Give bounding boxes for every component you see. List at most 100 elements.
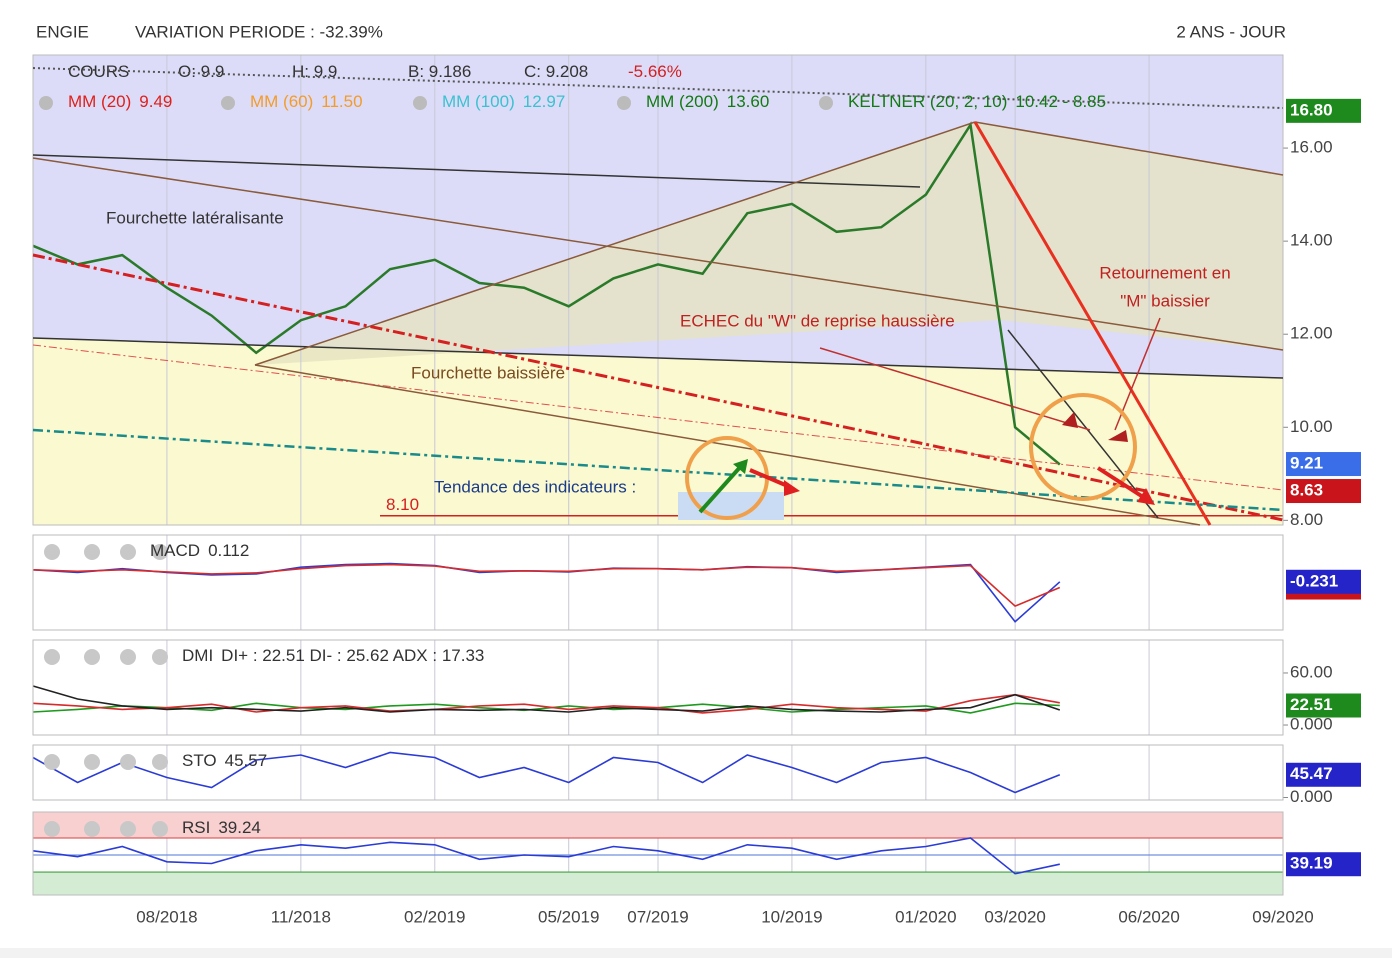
panel-title: STO [182,751,217,770]
trendline [1007,329,1159,519]
panel-icon [44,821,60,837]
ohlc-value: C: 9.208 [524,62,588,81]
annotation: ECHEC du "W" de reprise haussière [680,311,955,330]
panel-frame [32,54,1284,526]
annotation: "M" baissier [1120,291,1210,310]
panel-icon [44,544,60,560]
symbol: ENGIE [36,22,89,41]
price-badge [1286,569,1361,594]
panel-value: DI+ : 22.51 DI- : 25.62 ADX : 17.33 [221,646,484,665]
x-tick-label: 09/2020 [1252,907,1313,926]
legend-value: 9.49 [139,92,172,111]
y-tick-label: 14.00 [1290,231,1333,250]
legend-value: 13.60 [727,92,770,111]
x-tick-label: 01/2020 [895,907,956,926]
trendline [254,121,976,366]
legend-entry: MM (100) 12.97 [442,92,565,111]
price-badge [1286,762,1361,787]
legend-icon [413,96,427,110]
panel-icon [120,544,136,560]
legend-name: MM (20) [68,92,131,111]
panel-icon [84,754,100,770]
x-tick-label: 05/2019 [538,907,599,926]
series-line [32,693,1060,714]
legend-value: 12.97 [523,92,566,111]
oversold-zone [33,872,1283,895]
legend-entry: MM (200) 13.60 [646,92,769,111]
y-tick-label: 0.000 [1290,715,1333,734]
x-tick-label: 10/2019 [761,907,822,926]
panel-icon [152,821,168,837]
price-badge-label: 22.51 [1290,695,1333,714]
panel-icon [44,649,60,665]
legend-entry: KELTNER (20, 2, 10) 10.42 - 8.85 [848,92,1106,111]
ohlc-row: COURS O: 9.9 H: 9.9 B: 9.186 C: 9.208 -5.66% [68,62,682,81]
panel-icon [44,754,60,770]
trendline [32,154,921,188]
highlight-circle [1029,393,1137,501]
panel-frame [32,744,1284,801]
panel-icon [152,754,168,770]
series-line [32,837,1060,875]
panel-label: DMI DI+ : 22.51 DI- : 25.62 ADX : 17.33 [182,646,484,665]
x-tick-label: 03/2020 [984,907,1045,926]
price-title: COURS [68,62,129,81]
legend-icon [221,96,235,110]
series-line [32,751,1061,794]
panel-title: DMI [182,646,213,665]
price-badge [1286,479,1361,504]
x-tick-label: 11/2018 [271,907,331,926]
panel-frame [32,534,1284,631]
price-badge-label: -0.231 [1290,571,1338,590]
arrow-head [733,459,748,474]
trendline [974,121,1284,176]
y-tick-label: 10.00 [1290,417,1333,436]
trendline [973,121,1212,526]
annotation: Fourchette latéralisante [106,208,284,227]
legend-name: MM (200) [646,92,719,111]
series-line [32,563,1061,608]
price-badge-label: 9.21 [1290,454,1323,473]
panel-title: MACD [150,541,200,560]
panel-frame [32,639,1284,736]
marker [1062,412,1078,428]
y-tick-label: 60.00 [1290,662,1333,681]
ohlc-value: H: 9.9 [292,62,337,81]
plot-layer: 08/2018 11/2018 02/2019 05/2019 07/2019 10/20… [32,54,1361,926]
price-badge [1286,452,1361,477]
period: 2 ANS - JOUR [1176,22,1286,41]
panel-value: 45.57 [225,751,268,770]
panel-icon [120,754,136,770]
y-tick-label: 0.000 [1290,787,1333,806]
ohlc-value: -5.66% [628,62,682,81]
arrow-down [1096,466,1145,499]
channel-zone [255,122,1283,365]
x-tick-label: 06/2020 [1118,907,1179,926]
series-line [32,121,1061,466]
arrow-head [1137,488,1155,505]
trendline [254,364,1201,526]
panel-icon [120,821,136,837]
price-badge-label: 16.80 [1290,100,1333,119]
legend-value: 10.42 - 8.85 [1015,92,1106,111]
legend-value: 11.50 [321,92,362,111]
panel-label: RSI 39.24 [182,818,261,837]
annotation: Retournement en [1099,263,1230,282]
panel-label: MACD 0.112 [150,541,249,560]
indicator-box [678,492,784,520]
marker [1108,430,1128,442]
y-tick-label: 16.00 [1290,138,1333,157]
legend-icon [617,96,631,110]
legend-name: KELTNER (20, 2, 10) [848,92,1007,111]
legend-icon [819,96,833,110]
legend-entry: MM (60) 11.50 [250,92,363,111]
trendline [819,347,1091,431]
arrow-head [784,480,800,496]
legend-name: MM (100) [442,92,515,111]
price-badge [1286,693,1361,718]
footer-bar [0,948,1392,958]
panel-value: 0.112 [208,541,249,560]
trendline [32,344,1284,491]
support-label: 8.10 [386,495,419,514]
